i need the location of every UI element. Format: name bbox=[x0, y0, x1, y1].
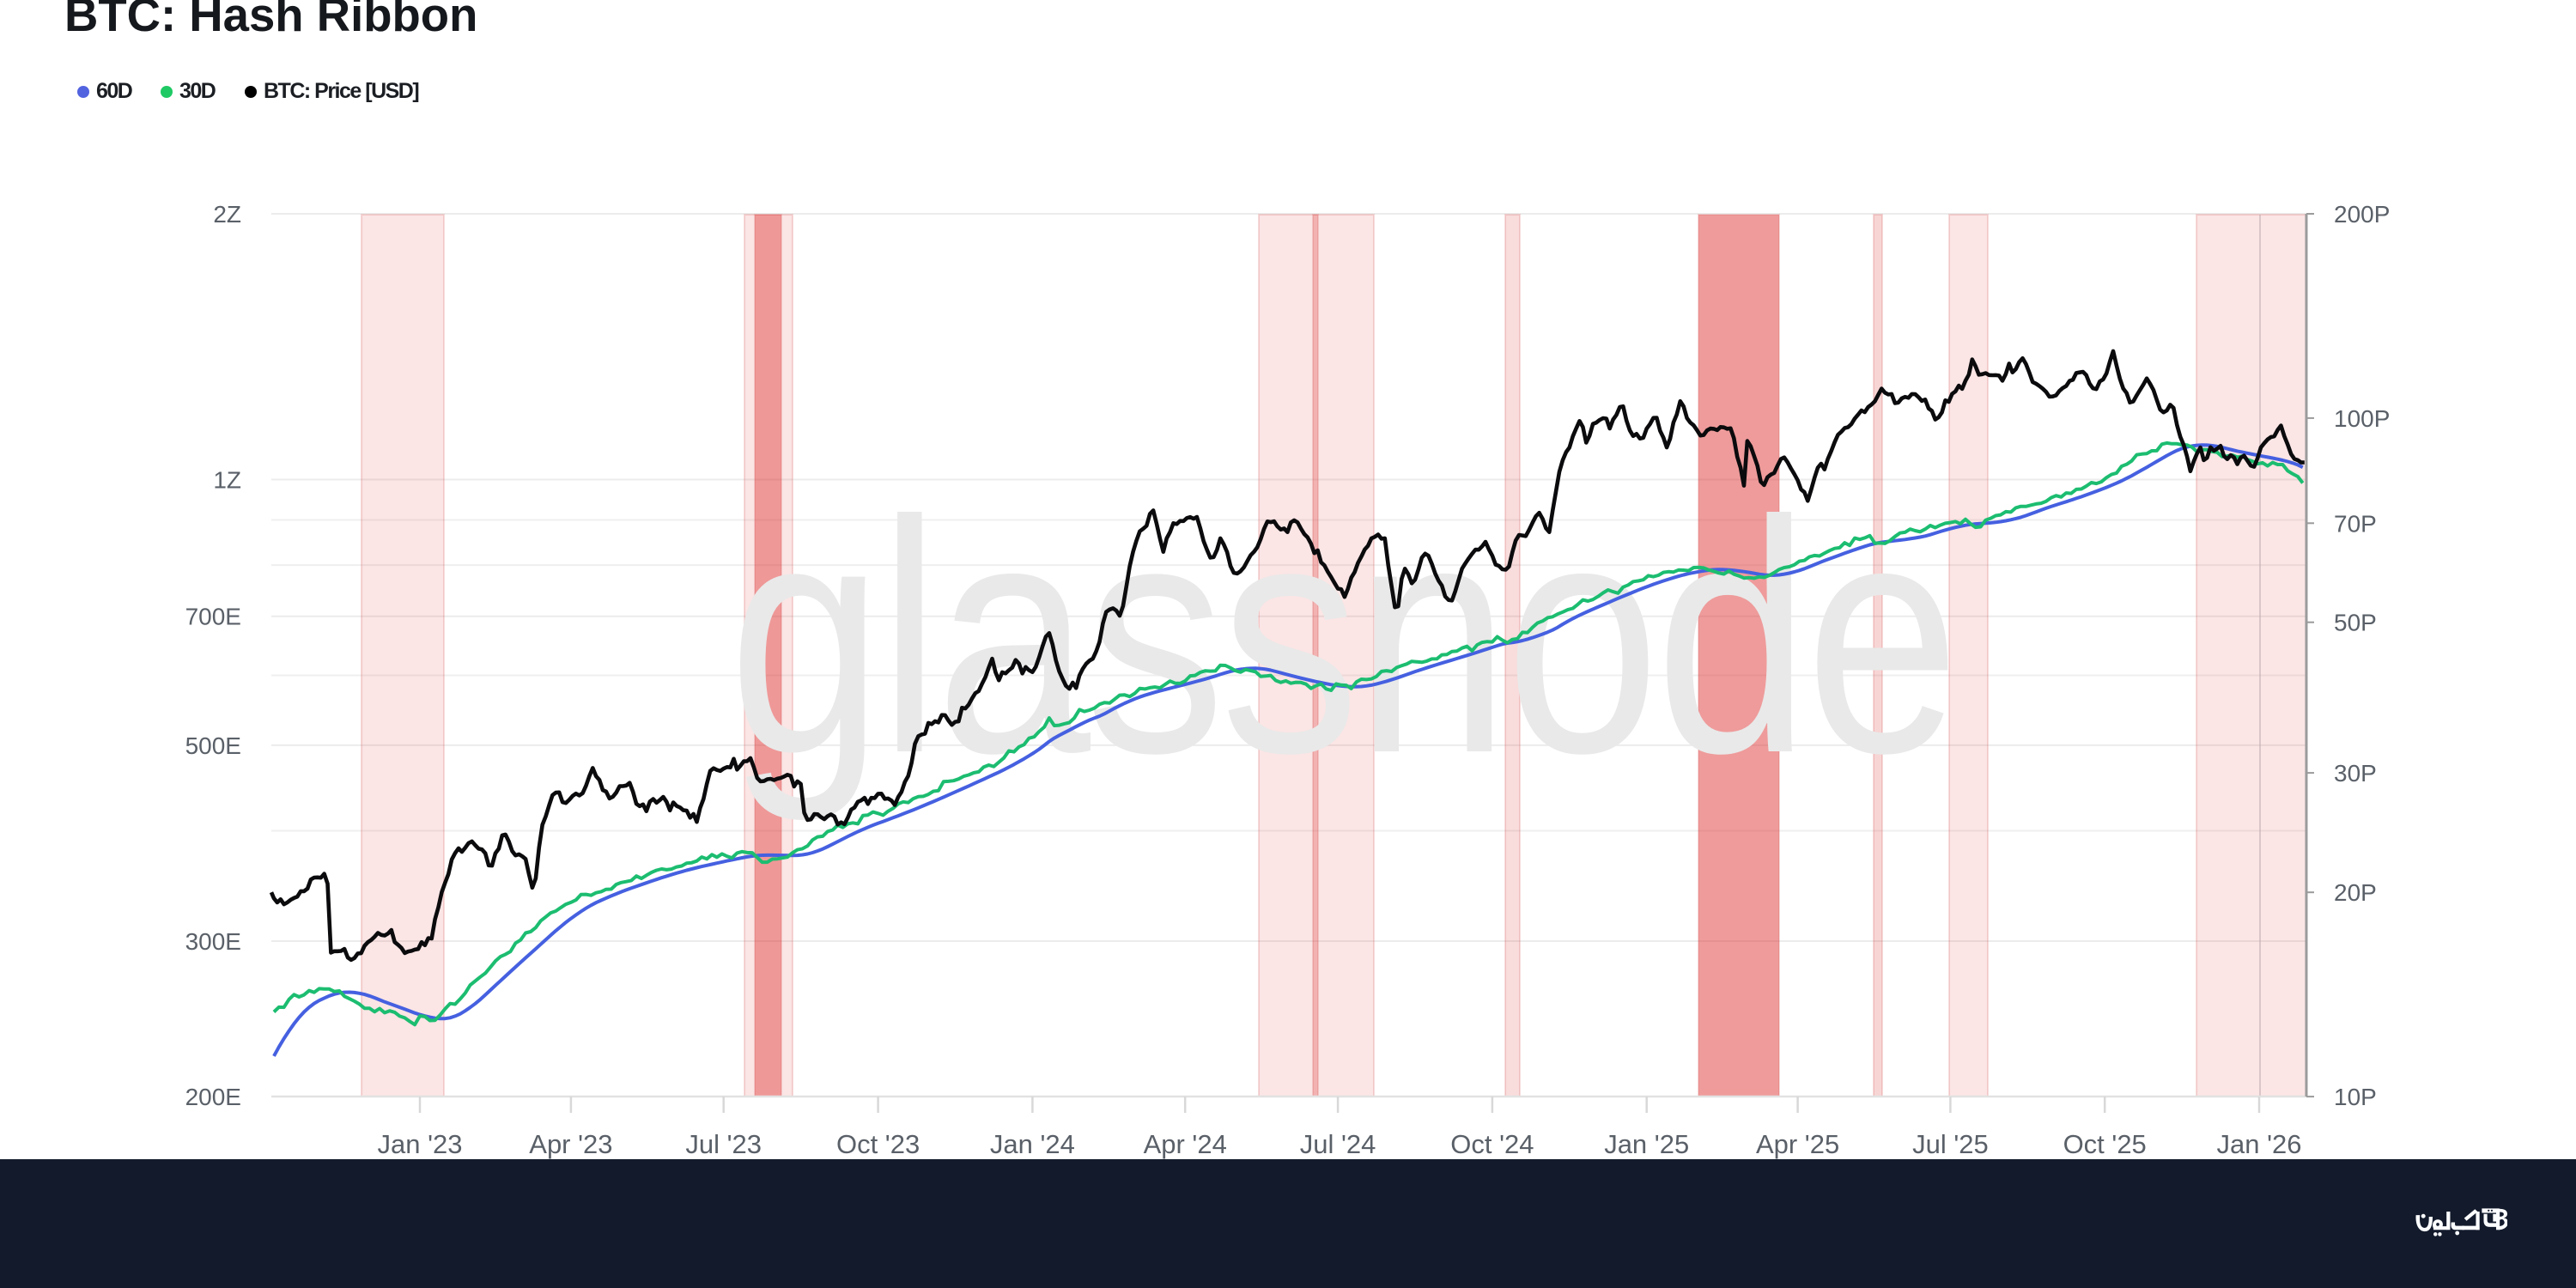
svg-text:10P: 10P bbox=[2334, 1084, 2377, 1110]
svg-text:1Z: 1Z bbox=[213, 467, 241, 494]
svg-text:Apr '23: Apr '23 bbox=[529, 1129, 612, 1159]
svg-text:100P: 100P bbox=[2334, 405, 2390, 432]
svg-text:Jan '26: Jan '26 bbox=[2217, 1129, 2302, 1159]
svg-text:500E: 500E bbox=[185, 732, 241, 759]
svg-text:Oct '23: Oct '23 bbox=[836, 1129, 920, 1159]
svg-text:300E: 300E bbox=[185, 928, 241, 955]
svg-text:30P: 30P bbox=[2334, 760, 2377, 787]
svg-text:200E: 200E bbox=[185, 1084, 241, 1110]
svg-text:Jul '25: Jul '25 bbox=[1912, 1129, 1989, 1159]
svg-text:Oct '24: Oct '24 bbox=[1450, 1129, 1534, 1159]
svg-text:70P: 70P bbox=[2334, 510, 2377, 537]
svg-text:50P: 50P bbox=[2334, 610, 2377, 636]
svg-text:Apr '25: Apr '25 bbox=[1756, 1129, 1839, 1159]
svg-text:Jan '25: Jan '25 bbox=[1604, 1129, 1689, 1159]
svg-text:2Z: 2Z bbox=[213, 201, 241, 228]
svg-text:Jan '23: Jan '23 bbox=[378, 1129, 463, 1159]
svg-text:Jan '24: Jan '24 bbox=[990, 1129, 1075, 1159]
svg-text:Jul '24: Jul '24 bbox=[1300, 1129, 1376, 1159]
svg-text:Apr '24: Apr '24 bbox=[1144, 1129, 1227, 1159]
svg-text:200P: 200P bbox=[2334, 201, 2390, 228]
svg-text:Jul '23: Jul '23 bbox=[685, 1129, 762, 1159]
svg-text:Oct '25: Oct '25 bbox=[2063, 1129, 2147, 1159]
svg-text:glassnode: glassnode bbox=[728, 453, 1955, 823]
svg-text:700E: 700E bbox=[185, 604, 241, 630]
svg-text:20P: 20P bbox=[2334, 879, 2377, 906]
